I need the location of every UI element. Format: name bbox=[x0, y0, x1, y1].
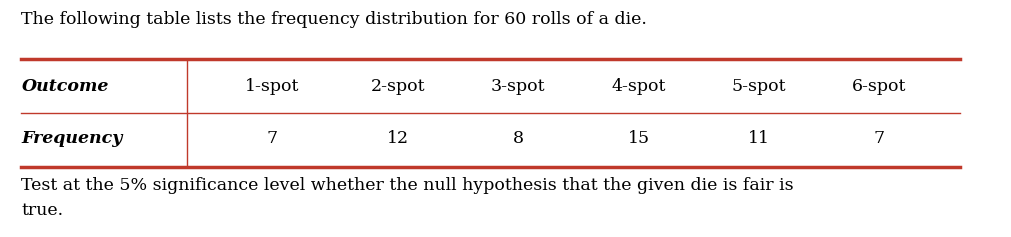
Text: 12: 12 bbox=[386, 130, 408, 147]
Text: The following table lists the frequency distribution for 60 rolls of a die.: The following table lists the frequency … bbox=[21, 11, 647, 28]
Text: 4-spot: 4-spot bbox=[612, 78, 666, 95]
Text: Test at the 5% significance level whether the null hypothesis that the given die: Test at the 5% significance level whethe… bbox=[21, 177, 794, 219]
Text: Outcome: Outcome bbox=[21, 78, 109, 95]
Text: Frequency: Frequency bbox=[21, 130, 122, 147]
Text: 7: 7 bbox=[267, 130, 278, 147]
Text: 7: 7 bbox=[874, 130, 885, 147]
Text: 6-spot: 6-spot bbox=[852, 78, 907, 95]
Text: 3-spot: 3-spot bbox=[491, 78, 545, 95]
Text: 15: 15 bbox=[628, 130, 650, 147]
Text: 11: 11 bbox=[748, 130, 770, 147]
Text: 5-spot: 5-spot bbox=[732, 78, 787, 95]
Text: 1-spot: 1-spot bbox=[245, 78, 299, 95]
Text: 2-spot: 2-spot bbox=[370, 78, 425, 95]
Text: 8: 8 bbox=[513, 130, 524, 147]
